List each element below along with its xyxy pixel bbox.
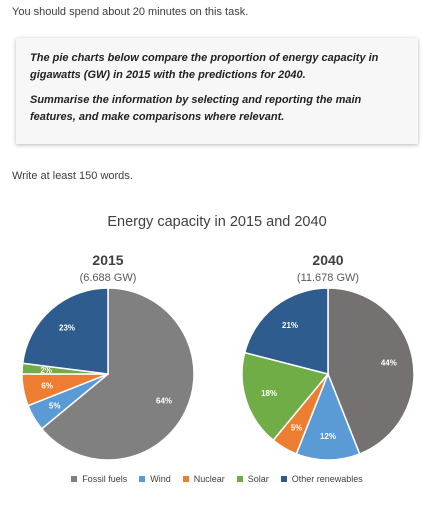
pie-2040-slice-solar [241,351,330,442]
task-time-instruction: You should spend about 20 minutes on thi… [12,6,249,18]
legend-swatch-nuclear [182,476,189,482]
pie-2015-label-nuclear: 6% [41,382,53,391]
chart-title: Energy capacity in 2015 and 2040 [107,214,327,230]
pie-2040-label-solar: 18% [261,389,277,398]
legend-swatch-other-renewables [280,476,287,482]
legend-label-fossil-fuels: Fossil fuels [82,474,128,484]
legend-swatch-fossil-fuels [71,476,78,482]
word-count-instruction: Write at least 150 words. [12,170,133,182]
pie-2015-slice-other-renewables [21,287,109,375]
pie-2040-year: 2040 [312,252,344,268]
pie-2040-slice-other-renewables [243,287,329,375]
pie-2040-label-nuclear: 5% [291,423,303,432]
pie-2015-slice-fossil-fuels [40,287,195,461]
legend-item-nuclear: Nuclear [182,474,225,484]
legend-swatch-wind [139,476,146,482]
task-summary-instruction: Summarise the information by selecting a… [30,94,362,123]
legend-item-other-renewables: Other renewables [280,474,363,484]
legend-label-nuclear: Nuclear [193,474,225,484]
pie-2040-label-other-renewables: 21% [282,321,298,330]
legend-item-solar: Solar [236,474,269,484]
pie-2040-slice-wind [295,371,361,461]
task-prompt-box: The pie charts below compare the proport… [16,38,418,144]
pie-2015-total: (6.688 GW) [79,272,137,284]
pie-2040-total: (11.678 GW) [296,272,360,284]
pie-2015-label-solar: 2% [40,366,52,375]
pie-2040-label-fossil-fuels: 44% [381,358,397,367]
legend-swatch-solar [236,476,243,482]
pie-2015-label-fossil-fuels: 64% [156,396,172,405]
task-prompt-text: The pie charts below compare the proport… [30,52,379,81]
legend-item-wind: Wind [139,474,171,484]
pie-2015-year: 2015 [92,252,124,268]
pie-2015-label-wind: 5% [49,402,61,411]
legend-label-solar: Solar [247,474,269,484]
legend-item-fossil-fuels: Fossil fuels [71,474,127,484]
pie-2040-slice-fossil-fuels [327,287,415,455]
legend-label-wind: Wind [150,474,171,484]
pie-2040-label-wind: 12% [320,432,336,441]
chart-legend: Fossil fuels Wind Nuclear Solar Other re… [0,474,434,484]
legend-label-other-renewables: Other renewables [291,474,363,484]
pie-2015-label-other-renewables: 23% [59,324,75,333]
